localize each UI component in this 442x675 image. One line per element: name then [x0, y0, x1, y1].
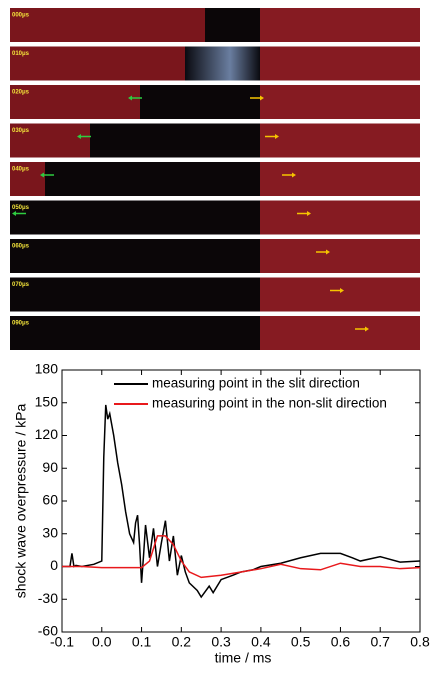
frame-dark: [10, 277, 260, 312]
arrow-head: [307, 211, 311, 216]
frame-label: 010μs: [12, 51, 30, 57]
frame-label: 030μs: [12, 128, 30, 134]
frame-right: [260, 85, 420, 119]
frame-dark: [10, 239, 260, 273]
frame-dark: [140, 85, 260, 119]
arrow-head: [40, 172, 44, 178]
y-tick-label: 30: [42, 524, 58, 540]
x-tick-label: -0.1: [50, 634, 74, 650]
x-tick-label: 0.7: [370, 634, 390, 650]
frame-label: 060μs: [12, 244, 30, 250]
legend-label: measuring point in the slit direction: [152, 376, 360, 391]
frame-right: [260, 46, 420, 81]
frame-dark: [10, 316, 260, 350]
x-tick-label: 0.4: [251, 634, 271, 650]
frame-dark: [185, 46, 260, 81]
arrow-head: [365, 326, 369, 332]
x-tick-label: 0.8: [410, 634, 430, 650]
arrow-head: [77, 134, 81, 139]
arrow-head: [128, 95, 132, 101]
y-tick-label: 90: [42, 459, 58, 475]
arrow-head: [260, 95, 264, 101]
y-tick-label: 0: [50, 557, 58, 573]
frame-dark: [205, 8, 260, 42]
frame-label: 070μs: [12, 282, 30, 288]
y-axis-label: shock wave overpressure / kPa: [13, 404, 29, 599]
frame-right: [260, 8, 420, 42]
arrow-head: [292, 172, 296, 178]
x-axis-label: time / ms: [215, 650, 272, 666]
x-tick-label: 0.2: [172, 634, 192, 650]
frame-dark: [10, 200, 260, 235]
x-tick-label: 0.0: [92, 634, 112, 650]
arrow-head: [340, 288, 344, 293]
arrow-head: [12, 211, 16, 216]
frame-dark: [90, 123, 260, 158]
frame-label: 000μs: [12, 13, 30, 19]
y-tick-label: 120: [35, 426, 59, 442]
frame-right: [260, 200, 420, 235]
x-tick-label: 0.5: [291, 634, 311, 650]
y-tick-label: 60: [42, 492, 58, 508]
frame-right: [260, 239, 420, 273]
y-tick-label: 180: [35, 361, 59, 377]
legend-label: measuring point in the non-slit directio…: [152, 396, 387, 411]
frame-right: [260, 316, 420, 350]
series-line: [62, 404, 421, 599]
arrow-head: [326, 249, 330, 255]
frame-label: 020μs: [12, 90, 30, 96]
frame-right: [260, 123, 420, 158]
series-line: [62, 535, 421, 579]
y-tick-label: -30: [38, 590, 58, 606]
x-tick-label: 0.3: [211, 634, 231, 650]
x-tick-label: 0.1: [132, 634, 152, 650]
x-tick-label: 0.6: [331, 634, 351, 650]
frame-right: [260, 277, 420, 312]
arrow-head: [275, 134, 279, 139]
frame-label: 050μs: [12, 205, 30, 211]
frame-right: [260, 162, 420, 196]
frame-label: 090μs: [12, 321, 30, 327]
frame-label: 040μs: [12, 167, 30, 173]
y-tick-label: 150: [35, 393, 59, 409]
y-tick-label: -60: [38, 623, 58, 639]
frame-dark: [45, 162, 260, 196]
